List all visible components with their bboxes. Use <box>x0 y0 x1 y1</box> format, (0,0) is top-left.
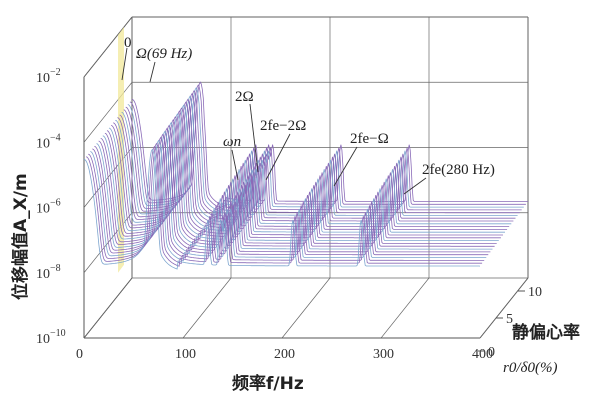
x-axis-title: 频率f/Hz <box>232 373 304 394</box>
gridline-floor-x <box>380 277 430 339</box>
gridline-floor-x <box>182 277 232 339</box>
y-tick-label: 10−4 <box>36 132 61 151</box>
gridline-floor-x <box>281 277 331 339</box>
annotation-2fe-omega: 2fe−Ω <box>350 131 389 147</box>
waterfall-trace <box>127 87 524 212</box>
annotation-omega: Ω(69 Hz) <box>136 46 192 62</box>
leader-omega-n <box>231 149 239 181</box>
annotation-2fe: 2fe(280 Hz) <box>422 162 495 178</box>
gridline-left-y <box>83 82 133 143</box>
annotation-omega-n: ωn <box>223 134 241 150</box>
waterfall-trace <box>83 148 481 270</box>
z-tick-label: 5 <box>506 312 513 327</box>
leader-2fe-omega <box>333 146 358 187</box>
y-axis-title: 位移幅值A_X/m <box>10 173 31 300</box>
annotation-2omega: 2Ω <box>235 89 254 105</box>
leader-2fe-2omega <box>265 133 291 181</box>
annotation-2fe-2omega: 2fe−2Ω <box>260 118 306 134</box>
x-tick-label: 0 <box>76 347 83 362</box>
z-tick-label: 0 <box>488 345 495 360</box>
leader-omega <box>149 61 156 83</box>
z-tick-label: 10 <box>528 285 542 300</box>
x-tick-label: 300 <box>373 347 394 362</box>
y-tick-label: 10−6 <box>36 198 61 217</box>
gridline-floor-x <box>479 277 529 339</box>
leader-2omega <box>249 103 259 173</box>
z-axis-title-cn: 静偏心率 <box>512 322 580 343</box>
gridline-left-y <box>83 277 133 339</box>
z-axis-title: r0/δ0(%) <box>503 360 557 376</box>
waterfall-trace <box>88 142 485 265</box>
waterfall-trace <box>90 139 487 262</box>
y-tick-label: 10−10 <box>36 328 66 347</box>
y-tick-label: 10−8 <box>36 263 61 282</box>
y-tick-label: 10−2 <box>36 67 61 86</box>
leader-zero <box>121 47 128 81</box>
x-tick-label: 400 <box>472 347 493 362</box>
leader-2fe <box>403 177 427 195</box>
x-tick-label: 200 <box>274 347 295 362</box>
x-tick-label: 100 <box>175 347 196 362</box>
waterfall-trace <box>85 145 483 267</box>
annotation-zero: 0 <box>124 35 132 51</box>
